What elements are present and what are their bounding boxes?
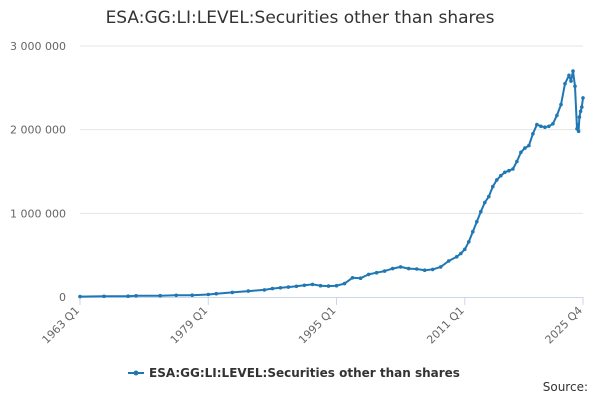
- data-point: [310, 282, 315, 287]
- data-point: [475, 219, 479, 224]
- y-tick-label: 1 000 000: [10, 207, 66, 220]
- data-point: [302, 283, 307, 288]
- data-point: [519, 150, 523, 155]
- data-point: [366, 272, 371, 277]
- data-point: [430, 267, 435, 272]
- chart-title: ESA:GG:LI:LEVEL:Securities other than sh…: [105, 8, 495, 28]
- grid: [80, 45, 583, 214]
- data-point: [406, 266, 411, 271]
- y-tick-label: 0: [59, 291, 66, 304]
- data-point: [507, 168, 511, 173]
- x-tick-label: 2025 Q4: [543, 304, 586, 347]
- data-point: [246, 289, 251, 293]
- source-label: Source:: [542, 380, 588, 394]
- data-point: [577, 115, 582, 119]
- data-point: [499, 173, 503, 178]
- data-point: [334, 283, 339, 288]
- data-point: [555, 113, 559, 118]
- data-point: [551, 122, 555, 126]
- data-point: [422, 268, 427, 273]
- data-point: [459, 251, 463, 256]
- data-point: [286, 285, 291, 289]
- x-tick-label: 1979 Q1: [168, 304, 211, 347]
- data-point: [270, 286, 275, 291]
- data-point: [342, 281, 347, 286]
- data-point: [563, 81, 567, 86]
- data-point: [495, 178, 499, 182]
- legend-label: ESA:GG:LI:LEVEL:Securities other than sh…: [149, 366, 460, 380]
- data-point: [535, 122, 539, 127]
- data-point: [126, 294, 130, 299]
- data-point: [190, 293, 194, 298]
- data-point: [454, 254, 459, 259]
- data-point: [523, 146, 527, 150]
- data-point: [414, 267, 419, 271]
- data-point: [318, 283, 323, 288]
- data-point: [567, 73, 571, 78]
- series-layer: [78, 69, 585, 299]
- data-point: [262, 288, 267, 292]
- data-point: [463, 247, 467, 252]
- data-point: [543, 125, 547, 129]
- data-point: [134, 294, 138, 298]
- data-point: [483, 200, 487, 205]
- y-tick-label: 2 000 000: [10, 124, 66, 137]
- data-point: [559, 102, 563, 107]
- data-point: [576, 129, 581, 134]
- legend[interactable]: ESA:GG:LI:LEVEL:Securities other than sh…: [128, 366, 460, 380]
- data-point: [350, 276, 355, 280]
- data-point: [547, 124, 551, 129]
- data-point: [390, 266, 395, 271]
- data-point: [358, 276, 363, 281]
- data-point: [398, 265, 403, 269]
- data-point: [278, 286, 283, 290]
- data-point: [578, 109, 583, 114]
- data-point: [174, 293, 178, 298]
- data-point: [78, 294, 82, 299]
- data-point: [531, 132, 535, 136]
- x-tick-label: 1963 Q1: [40, 304, 83, 347]
- data-point: [539, 124, 543, 129]
- series-line: [79, 70, 584, 298]
- data-point: [511, 167, 515, 171]
- data-point: [580, 105, 584, 109]
- data-point: [214, 291, 219, 296]
- data-point: [571, 69, 575, 73]
- data-point: [581, 96, 585, 100]
- data-point: [487, 194, 491, 199]
- data-point: [446, 259, 451, 263]
- data-point: [438, 265, 443, 269]
- data-point: [326, 284, 331, 288]
- x-tick-label: 1995 Q1: [296, 304, 339, 347]
- axes: 0 1 000 000 2 000 000 3 000 000 1963 Q1 1979 …: [10, 40, 585, 346]
- legend-marker: [133, 370, 139, 376]
- y-tick-label: 3 000 000: [10, 40, 66, 53]
- data-point: [491, 184, 495, 189]
- data-point: [467, 240, 471, 244]
- data-point: [158, 293, 162, 298]
- data-point: [515, 159, 519, 164]
- data-point: [382, 269, 387, 273]
- data-point: [576, 122, 580, 127]
- data-point: [573, 84, 577, 88]
- data-point: [471, 229, 475, 234]
- data-point: [374, 270, 379, 275]
- data-point: [102, 294, 106, 299]
- data-point: [569, 79, 573, 83]
- data-point: [294, 284, 299, 289]
- x-tick-label: 2011 Q1: [424, 304, 467, 347]
- data-point: [503, 170, 507, 175]
- data-point: [479, 209, 483, 214]
- data-point: [527, 143, 531, 148]
- data-point: [230, 290, 235, 295]
- data-point: [206, 292, 211, 297]
